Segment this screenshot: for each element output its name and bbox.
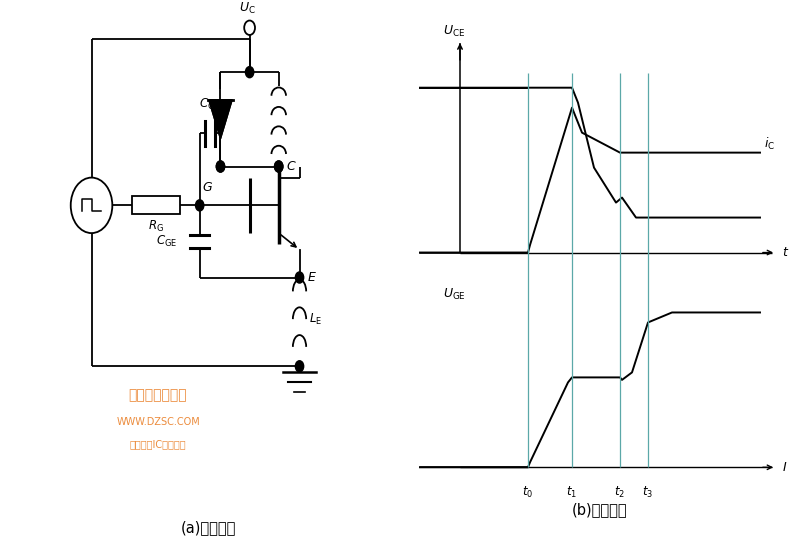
Text: WWW.DZSC.COM: WWW.DZSC.COM xyxy=(116,417,200,427)
Text: $C_\mathrm{GC}$: $C_\mathrm{GC}$ xyxy=(199,97,221,112)
Circle shape xyxy=(274,161,283,172)
Text: $t_{3}$: $t_{3}$ xyxy=(642,485,654,500)
Circle shape xyxy=(274,161,283,172)
Text: $U_\mathrm{CE}$: $U_\mathrm{CE}$ xyxy=(443,24,465,39)
Text: $t_{1}$: $t_{1}$ xyxy=(566,485,578,500)
Bar xyxy=(132,196,180,214)
Text: $G$: $G$ xyxy=(202,181,213,194)
Polygon shape xyxy=(209,100,232,139)
Text: 全球最大IC采购网站: 全球最大IC采购网站 xyxy=(130,439,186,449)
Text: $C_\mathrm{GE}$: $C_\mathrm{GE}$ xyxy=(156,234,177,249)
Text: $E$: $E$ xyxy=(307,271,317,284)
Text: $C$: $C$ xyxy=(286,160,297,173)
Text: $U_\mathrm{GE}$: $U_\mathrm{GE}$ xyxy=(442,286,466,301)
Circle shape xyxy=(195,200,204,211)
Text: $t_{2}$: $t_{2}$ xyxy=(614,485,626,500)
Text: $R_\mathrm{G}$: $R_\mathrm{G}$ xyxy=(148,219,164,234)
Text: $I$: $I$ xyxy=(782,461,787,474)
Text: (a)等效电路: (a)等效电路 xyxy=(180,519,236,535)
Circle shape xyxy=(216,161,225,172)
Circle shape xyxy=(246,67,254,78)
Text: $U_\mathrm{C}$: $U_\mathrm{C}$ xyxy=(239,1,256,16)
Text: $i_\mathrm{C}$: $i_\mathrm{C}$ xyxy=(764,135,775,152)
Text: $t_{0}$: $t_{0}$ xyxy=(522,485,534,500)
Circle shape xyxy=(216,161,225,172)
Circle shape xyxy=(295,272,304,283)
Text: 维库电子市场网: 维库电子市场网 xyxy=(129,388,187,402)
Text: (b)开通波形: (b)开通波形 xyxy=(572,502,628,517)
Text: $L_\mathrm{E}$: $L_\mathrm{E}$ xyxy=(309,311,322,327)
Text: $t$: $t$ xyxy=(782,246,790,259)
Circle shape xyxy=(295,361,304,372)
